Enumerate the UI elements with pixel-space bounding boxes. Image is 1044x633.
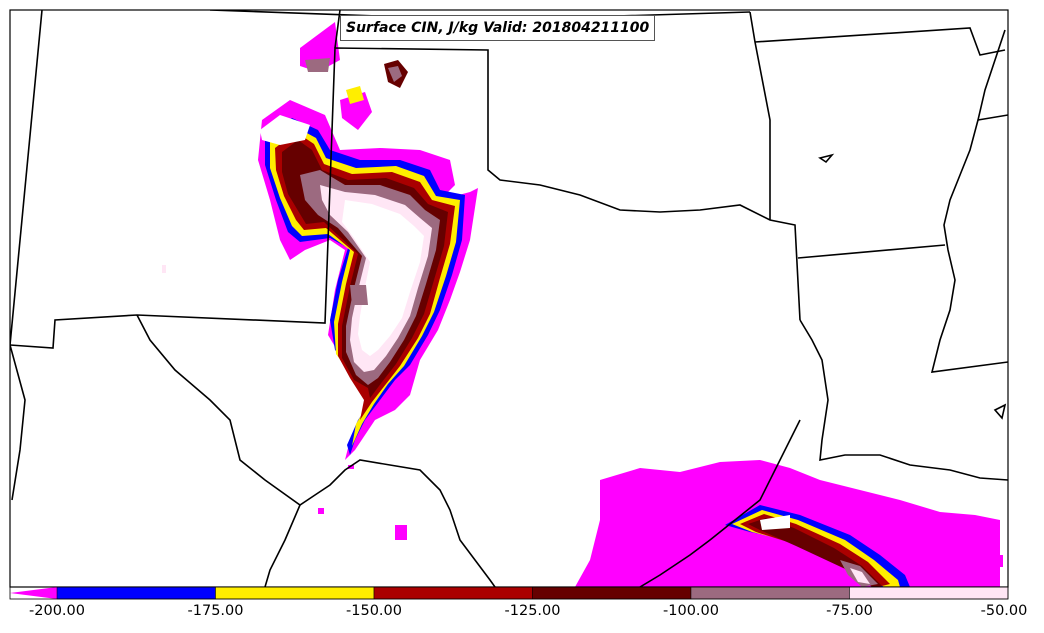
colorbar-segment: [849, 586, 1009, 600]
cin-speckles: [162, 265, 1003, 567]
cin-field-north: [258, 22, 478, 460]
colorbar-label: -75.00: [826, 603, 873, 619]
colorbar-outline: [9, 586, 1009, 600]
colorbar-label: -100.00: [663, 603, 719, 619]
colorbar-segment: [215, 586, 375, 600]
colorbar-label: -150.00: [346, 603, 402, 619]
colorbar-segment: [532, 586, 692, 600]
colorbar-label: -125.00: [504, 603, 561, 619]
map-title: Surface CIN, J/kg Valid: 201804211100: [340, 15, 656, 41]
state-boundaries: [10, 10, 1008, 587]
colorbar-extend-arrow: [10, 587, 57, 599]
cin-field-south: [575, 460, 1000, 587]
colorbar-segment: [56, 586, 216, 600]
colorbar-label: -200.00: [29, 603, 85, 619]
colorbar-label: -50.00: [980, 603, 1028, 619]
colorbar: [9, 586, 1009, 600]
colorbar-segment: [690, 586, 850, 600]
colorbar-label: -175.00: [187, 603, 244, 619]
colorbar-segment: [373, 586, 533, 600]
